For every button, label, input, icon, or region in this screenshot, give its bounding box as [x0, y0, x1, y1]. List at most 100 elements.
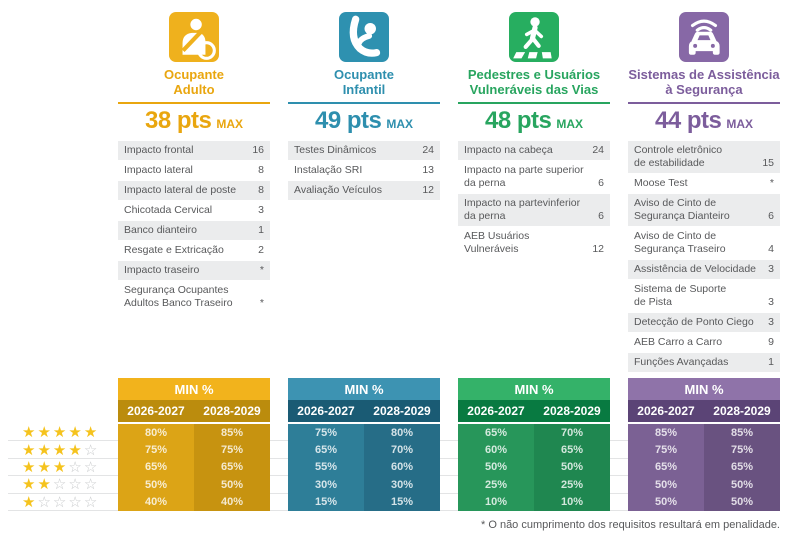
min-percent-cell: 80%	[364, 424, 440, 442]
category-title-line: Pedestres e Usuários	[467, 67, 601, 82]
table-row: 65% 65%	[118, 458, 270, 477]
star-rating-5-stars: ★ ★ ★ ★ ★	[22, 424, 118, 441]
table-row: 30% 30%	[288, 476, 440, 494]
score-item-value: 12	[592, 242, 604, 255]
star-filled-icon: ★	[83, 424, 100, 442]
star-filled-icon: ★	[52, 441, 69, 459]
min-percent-cell: 65%	[458, 424, 534, 442]
min-percent-cell: 10%	[534, 493, 610, 511]
star-filled-icon: ★	[37, 424, 53, 442]
points-number: 49	[314, 106, 341, 134]
star-filled-icon: ★	[37, 476, 53, 494]
star-empty-icon: ☆	[68, 458, 84, 476]
min-percentage-table-child-occupant: MIN % 2026-2027 2028-2029 75% 80% 65% 70% 55% 60…	[288, 378, 440, 511]
period-column-2028-2029: 2028-2029	[373, 404, 431, 418]
points-number: 44	[654, 106, 681, 134]
points-max-label: MAX	[726, 116, 754, 131]
points-unit: pts	[176, 106, 212, 134]
score-item-label: Impacto lateral	[124, 163, 193, 176]
score-item-value: 16	[252, 143, 264, 156]
min-percent-cell: 70%	[364, 441, 440, 459]
star-empty-icon: ☆	[52, 476, 69, 494]
adult-occupant-driver-seatbelt-icon	[169, 12, 219, 62]
score-item-label: Resgate e Extricação	[124, 243, 224, 256]
score-item-label: Aviso de Cinto de Segurança Traseiro	[634, 229, 726, 255]
score-item-row: Aviso de Cinto de Segurança Dianteiro 6	[628, 193, 780, 226]
category-title-line: Vulneráveis das Vias	[469, 82, 599, 98]
star-empty-icon: ☆	[83, 441, 100, 459]
points-number: 38	[144, 106, 171, 134]
category-column-adult-occupant: Ocupante Adulto 38 pts MAX Impacto frontal 16…	[118, 12, 270, 314]
category-title: Pedestres e Usuários Vulneráveis das Vias	[468, 67, 600, 98]
score-item-value: 6	[598, 176, 604, 189]
min-percent-cell: 50%	[118, 476, 194, 494]
table-row: 40% 40%	[118, 493, 270, 511]
points-max-label: MAX	[556, 116, 584, 131]
score-item-row: Detecção de Ponto Ciego 3	[628, 312, 780, 332]
score-item-label: Impacto lateral de poste	[124, 183, 237, 196]
category-column-pedestrians-vulnerable-users: Pedestres e Usuários Vulneráveis das Vias…	[458, 12, 610, 260]
category-title-line: à Segurança	[665, 82, 743, 98]
min-percent-cell: 15%	[364, 493, 440, 511]
points-max-label: MAX	[386, 116, 414, 131]
score-item-label: AEB Usuários Vulneráveis	[464, 229, 530, 255]
period-column-2026-2027: 2026-2027	[637, 404, 695, 418]
min-percent-cell: 75%	[704, 441, 780, 459]
star-rating-1-stars: ★ ☆ ☆ ☆ ☆	[22, 494, 118, 511]
score-item-label: Impacto traseiro	[124, 263, 200, 276]
score-item-row: Impacto na parte superior da perna 6	[458, 161, 610, 193]
score-item-label: Testes Dinâmicos	[294, 143, 377, 156]
category-divider	[458, 101, 610, 104]
score-item-row: Avaliação Veículos 12	[288, 180, 440, 200]
score-item-row: Controle eletrônico de estabilidade 15	[628, 140, 780, 173]
table-gap	[628, 422, 780, 424]
table-gap	[288, 422, 440, 424]
table-row: 65% 70%	[288, 441, 440, 459]
star-filled-icon: ★	[22, 493, 38, 511]
table-period-row: 2026-2027 2028-2029	[288, 400, 440, 422]
score-item-row: Impacto lateral 8	[118, 161, 270, 180]
star-filled-icon: ★	[22, 458, 38, 476]
points-value: 44 pts	[654, 106, 722, 135]
category-title-line: Adulto	[173, 82, 215, 98]
score-item-value: 24	[422, 143, 434, 156]
min-percent-cell: 10%	[458, 493, 534, 511]
min-percent-cell: 85%	[194, 424, 270, 442]
score-item-label: Impacto na parte superior da perna	[464, 163, 584, 189]
min-percent-cell: 50%	[534, 458, 610, 477]
score-item-value: 2	[258, 243, 264, 256]
child-seat-icon	[339, 12, 389, 62]
pedestrian-crosswalk-icon	[509, 12, 559, 62]
score-item-label: Impacto na partevinferior da perna	[464, 196, 581, 222]
category-title-line: Sistemas de Assistência	[628, 67, 780, 82]
points-unit: pts	[346, 106, 382, 134]
min-percentage-table-safety-assist-systems: MIN % 2026-2027 2028-2029 85% 85% 75% 75% 65% 65…	[628, 378, 780, 511]
period-column-2028-2029: 2028-2029	[713, 404, 771, 418]
period-column-2028-2029: 2028-2029	[203, 404, 261, 418]
score-item-value: 13	[422, 163, 434, 176]
period-column-2026-2027: 2026-2027	[297, 404, 355, 418]
star-filled-icon: ★	[22, 441, 38, 459]
star-empty-icon: ☆	[83, 458, 100, 476]
table-row: 50% 50%	[628, 493, 780, 511]
min-percent-cell: 55%	[288, 458, 364, 477]
min-percent-cell: 50%	[704, 493, 780, 511]
star-rating-2-stars: ★ ★ ☆ ☆ ☆	[22, 476, 118, 493]
min-percent-cell: 50%	[704, 476, 780, 494]
star-empty-icon: ☆	[52, 493, 69, 511]
table-period-row: 2026-2027 2028-2029	[458, 400, 610, 422]
score-item-label: Impacto frontal	[124, 143, 194, 156]
score-item-label: Funções Avançadas	[634, 355, 729, 368]
score-item-value: 1	[258, 223, 264, 236]
max-points: 48 pts MAX	[485, 107, 583, 135]
score-item-label: Assistência de Velocidade	[634, 262, 756, 275]
min-percent-cell: 70%	[534, 424, 610, 442]
table-row: 55% 60%	[288, 458, 440, 477]
score-item-label: Detecção de Ponto Ciego	[634, 315, 754, 328]
category-title: Sistemas de Assistência à Segurança	[628, 67, 779, 98]
star-empty-icon: ☆	[37, 493, 53, 511]
category-column-child-occupant: Ocupante Infantil 49 pts MAX Testes Dinâmico…	[288, 12, 440, 201]
score-item-row: Resgate e Extricação 2	[118, 241, 270, 260]
star-filled-icon: ★	[52, 458, 69, 476]
star-empty-icon: ☆	[68, 476, 84, 494]
